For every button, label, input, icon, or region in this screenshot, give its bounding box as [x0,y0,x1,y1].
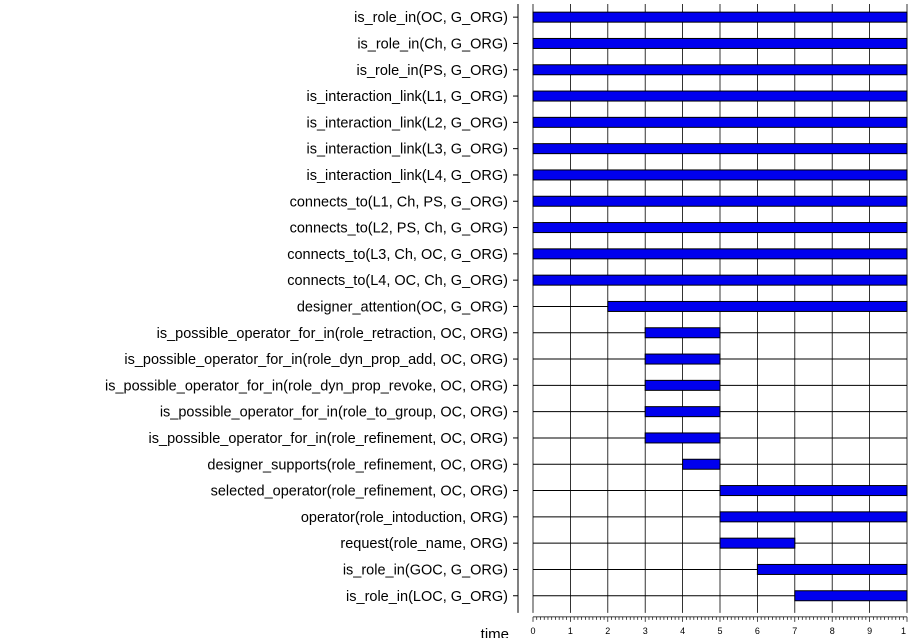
timeline-bar [644,379,721,391]
row-label: is_interaction_link(L4, G_ORG) [307,168,508,184]
x-tick-label: 8 [830,626,835,636]
timeline-bar [532,169,908,181]
timeline-bar [532,143,908,155]
x-tick-label: 7 [792,626,797,636]
timeline-bar [532,90,908,102]
row-label: connects_to(L3, Ch, OC, G_ORG) [287,247,508,263]
row-label: is_role_in(PS, G_ORG) [357,63,509,79]
timeline-bar [719,511,908,523]
row-label: designer_attention(OC, G_ORG) [297,299,508,315]
timeline-bar [532,116,908,128]
timeline-bar [644,406,721,418]
row-label: connects_to(L4, OC, Ch, G_ORG) [287,273,508,289]
x-tick-label: 1 [901,626,906,636]
row-label: is_role_in(OC, G_ORG) [354,10,508,26]
x-axis-label: time [481,626,509,638]
row-label: connects_to(L1, Ch, PS, G_ORG) [290,194,508,210]
timeline-bar [532,222,908,234]
row-label: operator(role_intoduction, ORG) [301,510,508,526]
timeline-bar [719,485,908,497]
x-tick-label: 6 [755,626,760,636]
row-label: connects_to(L2, PS, Ch, G_ORG) [290,221,508,237]
row-label: is_interaction_link(L3, G_ORG) [307,142,508,158]
timeline-bar [644,353,721,365]
row-label: is_possible_operator_for_in(role_dyn_pro… [124,352,508,368]
timeline-bar [532,11,908,23]
timeline-bar [532,274,908,286]
timeline-bar [644,432,721,444]
x-tick-label: 4 [680,626,685,636]
x-tick-label: 3 [643,626,648,636]
row-label: is_possible_operator_for_in(role_retract… [157,326,508,342]
x-tick-label: 5 [717,626,722,636]
timeline-bar [532,195,908,207]
row-label: is_possible_operator_for_in(role_to_grou… [160,405,508,421]
timeline-bar [644,327,721,339]
timeline-bar [682,458,721,470]
row-label: selected_operator(role_refinement, OC, O… [211,484,508,500]
row-label: is_role_in(GOC, G_ORG) [343,562,508,578]
x-tick-label: 0 [530,626,535,636]
row-label: is_possible_operator_for_in(role_dyn_pro… [105,378,508,394]
row-label: is_interaction_link(L2, G_ORG) [307,115,508,131]
row-label: request(role_name, ORG) [340,536,508,552]
timeline-bar [607,300,908,312]
x-tick-label: 2 [605,626,610,636]
row-label: is_possible_operator_for_in(role_refinem… [149,431,508,447]
timeline-bar [794,590,908,602]
row-label: is_interaction_link(L1, G_ORG) [307,89,508,105]
row-label: is_role_in(Ch, G_ORG) [357,36,508,52]
row-label: designer_supports(role_refinement, OC, O… [207,457,508,473]
timeline-bar [719,537,796,549]
row-label: is_role_in(LOC, G_ORG) [346,589,508,605]
timeline-bar [532,37,908,49]
x-tick-label: 1 [568,626,573,636]
x-tick-label: 9 [867,626,872,636]
timeline-bar [532,64,908,76]
timeline-bar [532,248,908,260]
timeline-bar [756,563,908,575]
